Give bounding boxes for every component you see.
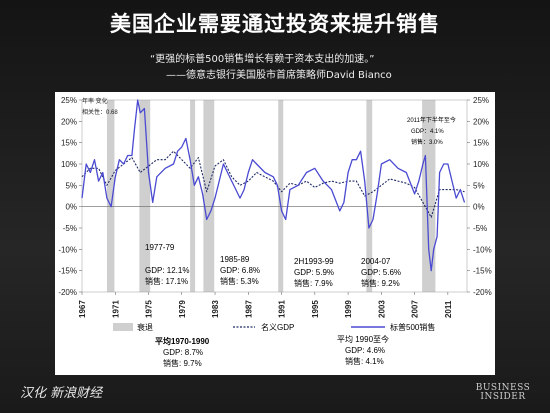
- period-2004-gdp: GDP: 5.6%: [361, 268, 401, 277]
- period-1985-label: 1985-89: [220, 255, 250, 264]
- avg-1970-1990-sales: 销售: 9.7%: [163, 358, 202, 368]
- xtick-label: 1967: [78, 300, 87, 318]
- xtick-label: 1995: [311, 300, 320, 318]
- avg-1970-1990-label: 平均1970-1990: [155, 336, 210, 346]
- period-2011-gdp: GDP：4.1%: [411, 129, 444, 135]
- xtick-label: 1975: [145, 300, 154, 318]
- ytick-left-label: 20%: [61, 117, 77, 126]
- ytick-right-label: -15%: [473, 267, 492, 276]
- chart-panel: 25% 25% 20% 20% 15% 15% 10% 10% 5% 5% 0% 0% -5% -5% -1…: [55, 92, 495, 375]
- ytick-right-label: 0%: [473, 203, 485, 212]
- logo-line-2: INSIDER: [480, 392, 526, 402]
- recession-band-1: [139, 100, 151, 292]
- xtick-label: 1983: [211, 300, 220, 318]
- xtick-label: 1979: [178, 300, 187, 318]
- avg-1990-now-sales: 销售: 4.1%: [345, 356, 384, 366]
- avg-1990-now-label: 平均 1990至今: [337, 334, 389, 344]
- period-1993-gdp: GDP: 5.9%: [294, 268, 334, 277]
- ytick-right-label: -10%: [473, 245, 492, 254]
- ytick-right-label: 25%: [473, 96, 489, 105]
- chart-legend: 衰退 名义GDP 标普500销售: [113, 322, 435, 332]
- ytick-left-label: -5%: [63, 224, 77, 233]
- chart-svg: 25% 25% 20% 20% 15% 15% 10% 10% 5% 5% 0% 0% -5% -5% -1…: [58, 96, 492, 368]
- ytick-right-label: -5%: [473, 224, 487, 233]
- recession-band-6: [422, 100, 436, 292]
- series-line-gdp: [81, 150, 465, 218]
- footer-credit: 汉化 新浪财经: [20, 386, 103, 401]
- period-1985-sales: 销售: 5.3%: [220, 276, 259, 286]
- xtick-label: 2003: [377, 300, 386, 318]
- ytick-left-label: 0%: [65, 203, 77, 212]
- recession-band-5: [366, 100, 373, 292]
- xtick-label: 1999: [344, 300, 353, 318]
- ytick-left-label: 25%: [61, 96, 77, 105]
- quote-source: ——德意志银行美国股市首席策略师David Bianco: [166, 70, 392, 81]
- recession-band-3: [203, 100, 215, 292]
- period-1993-sales: 销售: 7.9%: [294, 278, 333, 288]
- ytick-left-label: 5%: [65, 181, 77, 190]
- period-1985-gdp: GDP: 6.8%: [220, 266, 260, 275]
- yaxis-note: 年率 变化: [82, 97, 108, 105]
- ytick-right-label: 20%: [473, 117, 489, 126]
- legend-recession-swatch: [113, 323, 133, 331]
- recession-band-2: [190, 100, 196, 292]
- correlation-note: 相关性：0.68: [82, 108, 118, 116]
- series-line-sales: [81, 99, 466, 272]
- ytick-left-label: 15%: [61, 139, 77, 148]
- period-1977-gdp: GDP: 12.1%: [145, 266, 189, 275]
- period-2011-sales: 销售：3.0%: [411, 138, 443, 146]
- avg-1990-now-gdp: GDP: 4.6%: [345, 346, 385, 355]
- legend-recession-label: 衰退: [137, 322, 153, 332]
- period-2004-sales: 销售: 9.2%: [361, 278, 400, 288]
- business-insider-logo: BUSINESS INSIDER: [466, 384, 540, 402]
- xtick-label: 2007: [411, 300, 420, 318]
- period-1993-label: 2H1993-99: [294, 257, 334, 266]
- legend-sales-label: 标普500销售: [390, 322, 435, 332]
- avg-1970-1990-gdp: GDP: 8.7%: [163, 348, 203, 357]
- ytick-right-label: -20%: [473, 288, 492, 297]
- recession-band-0: [106, 100, 115, 292]
- recession-band-4: [278, 100, 284, 292]
- logo-line-1: BUSINESS: [475, 383, 531, 393]
- legend-gdp-label: 名义GDP: [261, 322, 294, 332]
- slide-title: 美国企业需要通过投资来提升销售: [110, 12, 440, 36]
- ytick-right-label: 10%: [473, 160, 489, 169]
- xtick-label: 2011: [444, 300, 453, 318]
- xtick-label: 1991: [278, 300, 287, 318]
- period-2011-label: 2011年下半年至今: [407, 116, 456, 124]
- ytick-right-label: 15%: [473, 139, 489, 148]
- quote-text: “更强的标普500销售增长有赖于资本支出的加速。”: [150, 54, 375, 65]
- xtick-label: 1987: [244, 300, 253, 318]
- ytick-left-label: 10%: [61, 160, 77, 169]
- period-1977-sales: 销售: 17.1%: [145, 276, 188, 286]
- period-1977-label: 1977-79: [145, 243, 175, 252]
- xtick-label: 1971: [111, 300, 120, 318]
- ytick-left-label: -15%: [58, 267, 77, 276]
- period-2004-label: 2004-07: [361, 257, 391, 266]
- ytick-right-label: 5%: [473, 181, 485, 190]
- ytick-left-label: -20%: [58, 288, 77, 297]
- ytick-left-label: -10%: [58, 245, 77, 254]
